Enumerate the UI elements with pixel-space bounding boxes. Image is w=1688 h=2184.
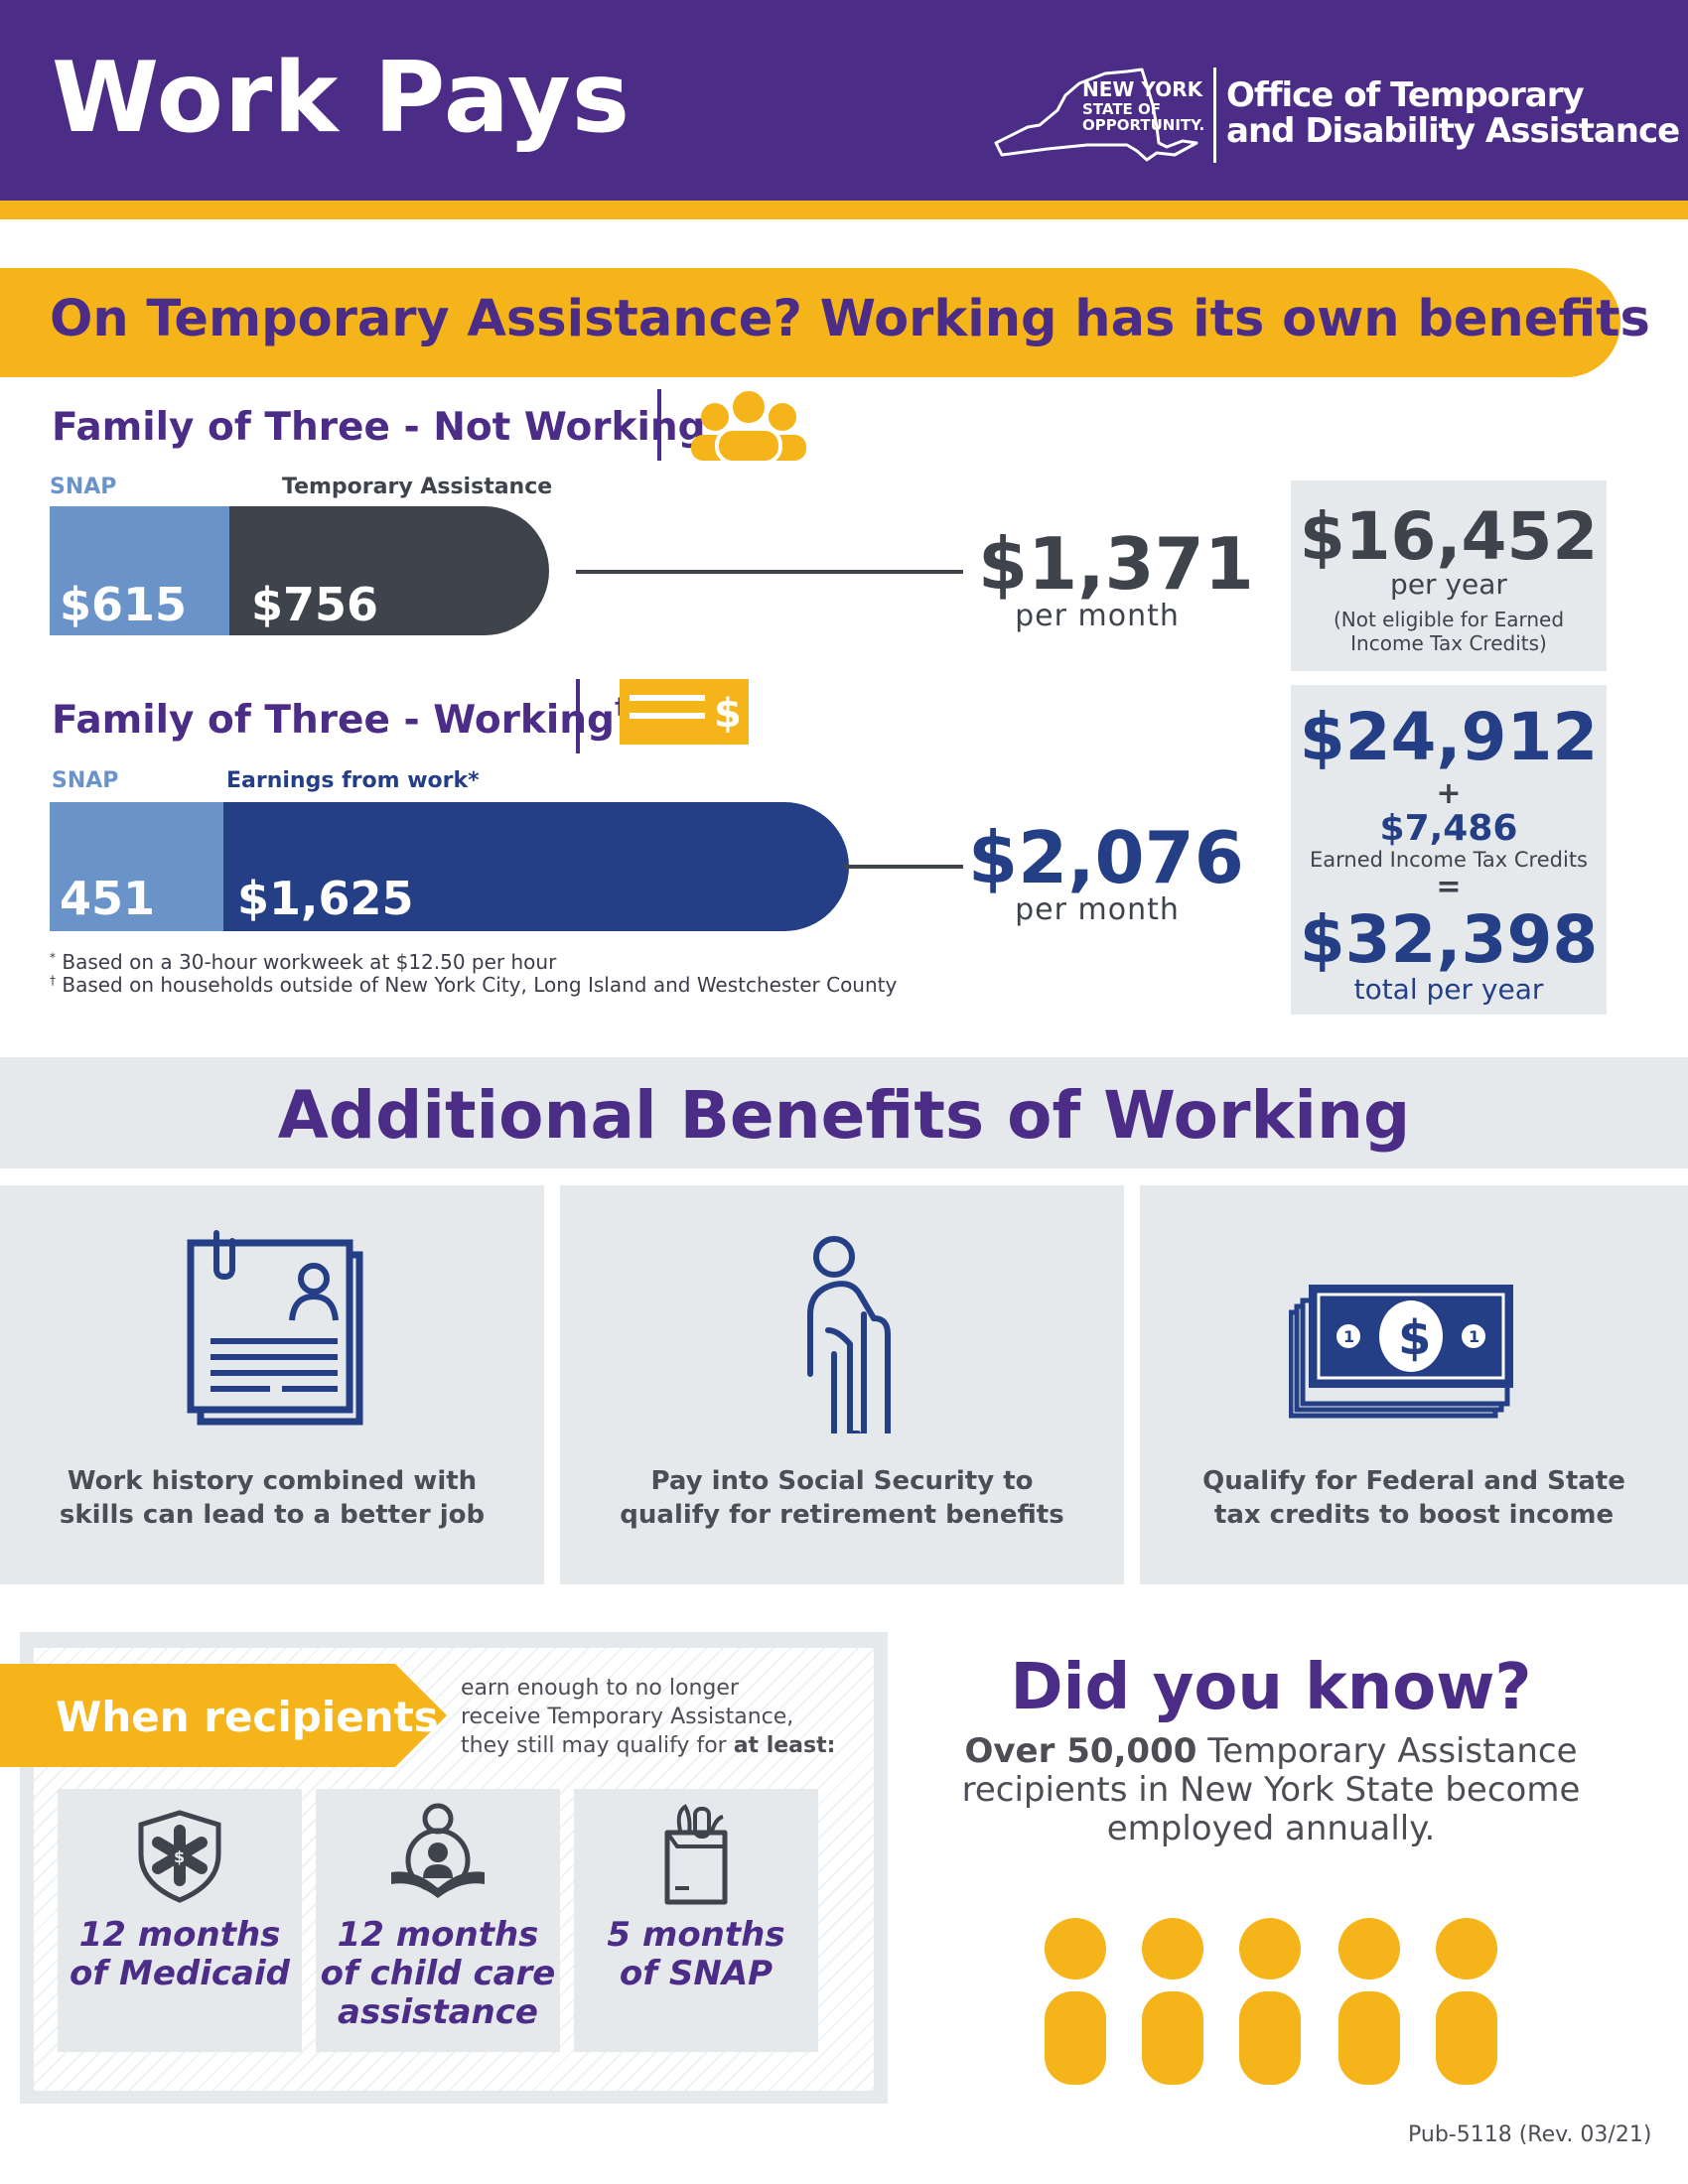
- benefit-text-line2: tax credits to boost income: [1213, 1500, 1615, 1530]
- working-monthly-total: $2,076: [968, 816, 1244, 899]
- ny-logo-line2: STATE OF: [1082, 100, 1162, 118]
- annual-working-box: $24,912 + $7,486 Earned Income Tax Credi…: [1291, 685, 1607, 1015]
- additional-benefits-title: Additional Benefits of Working: [277, 1077, 1411, 1154]
- child-care-card: 12 months of child care assistance: [316, 1789, 560, 2052]
- benefit-name: of Medicaid: [70, 1954, 290, 1993]
- header-stripe: [0, 201, 1688, 219]
- svg-text:1: 1: [1469, 1327, 1479, 1346]
- person-icon: [1045, 1918, 1106, 2085]
- title-divider: [657, 389, 661, 461]
- temporary-assistance-label: Temporary Assistance: [282, 475, 553, 499]
- logo-divider: [1213, 68, 1216, 163]
- header-bar: [0, 0, 1688, 201]
- snap-card: 5 months of SNAP: [574, 1789, 818, 2052]
- agency-name-line1: Office of Temporary: [1226, 75, 1585, 115]
- did-you-know-body: Over 50,000 Temporary Assistance recipie…: [961, 1731, 1581, 1849]
- annual-not-working-box: $16,452 per year (Not eligible for Earne…: [1291, 480, 1607, 671]
- section-banner-text: On Temporary Assistance? Working has its…: [50, 290, 1650, 348]
- plus-sign: +: [1436, 776, 1462, 811]
- benefit-name-line3: assistance: [338, 1992, 538, 2032]
- additional-benefits-band: [0, 1057, 1688, 1168]
- recipients-label: When recipients: [56, 1693, 439, 1741]
- benefit-text-line2: skills can lead to a better job: [59, 1500, 486, 1530]
- benefit-card-work-history: Work history combined with skills can le…: [0, 1185, 544, 1584]
- did-you-know-title: Did you know?: [1010, 1651, 1532, 1724]
- resume-icon: [187, 1230, 363, 1426]
- elderly-person-icon: [807, 1236, 891, 1433]
- benefit-duration: 12 months: [78, 1915, 281, 1955]
- not-working-snap-value: $615: [60, 578, 188, 631]
- annual-per-year: per year: [1390, 568, 1507, 601]
- snap-label: SNAP: [52, 768, 119, 793]
- benefit-card-social-security: Pay into Social Security to qualify for …: [560, 1185, 1124, 1584]
- working-snap-value: 451: [60, 872, 156, 925]
- working-connector: [844, 865, 963, 869]
- person-icon: [1338, 1918, 1400, 2085]
- eitc-label: Earned Income Tax Credits: [1309, 848, 1588, 872]
- annual-not-working-amount: $16,452: [1299, 498, 1599, 575]
- working-title: Family of Three - Working†: [52, 695, 626, 743]
- family-icon: [691, 387, 806, 465]
- grocery-bag-icon: [664, 1804, 728, 1905]
- annual-total-amount: $32,398: [1299, 901, 1599, 978]
- benefit-duration: 5 months: [607, 1915, 785, 1955]
- benefit-text-line1: Qualify for Federal and State: [1202, 1466, 1625, 1496]
- agency-name-line2: and Disability Assistance: [1226, 111, 1680, 151]
- benefit-card-tax-credits: $ 1 1 Qualify for Federal and State tax …: [1140, 1185, 1688, 1584]
- not-eligible-note-line1: (Not eligible for Earned: [1333, 608, 1565, 631]
- footnote-earnings: * Based on a 30-hour workweek at $12.50 …: [50, 950, 557, 974]
- working-earnings-bar: [223, 802, 849, 931]
- not-working-snap-bar: [50, 506, 229, 635]
- working-per-month: per month: [1015, 892, 1180, 927]
- recipients-body: earn enough to no longer receive Tempora…: [461, 1676, 836, 1759]
- earnings-label: Earnings from work*: [226, 768, 480, 793]
- benefit-name: of SNAP: [619, 1954, 774, 1993]
- not-working-monthly-total: $1,371: [978, 522, 1254, 606]
- page-title: Work Pays: [52, 42, 632, 155]
- ny-logo-line3: OPPORTUNITY.: [1082, 116, 1205, 134]
- ny-logo-line1: NEW YORK: [1082, 77, 1203, 101]
- benefit-text-line1: Pay into Social Security to: [650, 1466, 1034, 1496]
- svg-text:$: $: [174, 1847, 185, 1866]
- medical-shield-icon: $: [138, 1810, 221, 1903]
- benefit-name: of child care: [320, 1954, 556, 1993]
- benefit-text-line2: qualify for retirement benefits: [620, 1500, 1064, 1530]
- not-working-title: Family of Three - Not Working†: [52, 402, 717, 450]
- recipients-arrow-banner: [0, 1664, 447, 1767]
- benefit-text-line1: Work history combined with: [67, 1466, 478, 1496]
- child-reading-icon: [391, 1803, 485, 1898]
- working-snap-bar: [50, 802, 223, 931]
- title-divider: [576, 679, 580, 753]
- not-working-ta-bar: [229, 506, 549, 635]
- paycheck-icon: $: [620, 679, 749, 745]
- benefit-duration: 12 months: [337, 1915, 539, 1955]
- working-earnings-value: $1,625: [237, 872, 414, 925]
- svg-text:1: 1: [1343, 1327, 1354, 1346]
- section-banner: [0, 268, 1620, 377]
- not-working-per-month: per month: [1015, 599, 1180, 633]
- svg-text:$: $: [1398, 1310, 1431, 1366]
- equals-sign: =: [1436, 870, 1462, 904]
- not-working-connector: [576, 570, 963, 574]
- new-york-state-map-icon: [994, 68, 1198, 162]
- person-icon: [1436, 1918, 1497, 2085]
- eitc-amount: $7,486: [1379, 808, 1518, 849]
- medicaid-card: $ 12 months of Medicaid: [58, 1789, 302, 2052]
- not-eligible-note-line2: Income Tax Credits): [1350, 631, 1547, 655]
- footnote-households: † Based on households outside of New Yor…: [50, 973, 898, 997]
- publication-number: Pub-5118 (Rev. 03/21): [1408, 2122, 1652, 2147]
- person-icon: [1142, 1918, 1203, 2085]
- person-icon: [1239, 1918, 1301, 2085]
- annual-earnings-amount: $24,912: [1299, 699, 1599, 775]
- svg-text:$: $: [714, 691, 742, 737]
- total-per-year-label: total per year: [1353, 973, 1544, 1006]
- snap-label: SNAP: [50, 475, 117, 499]
- not-working-ta-value: $756: [251, 578, 379, 631]
- money-stack-icon: $ 1 1: [1289, 1285, 1513, 1419]
